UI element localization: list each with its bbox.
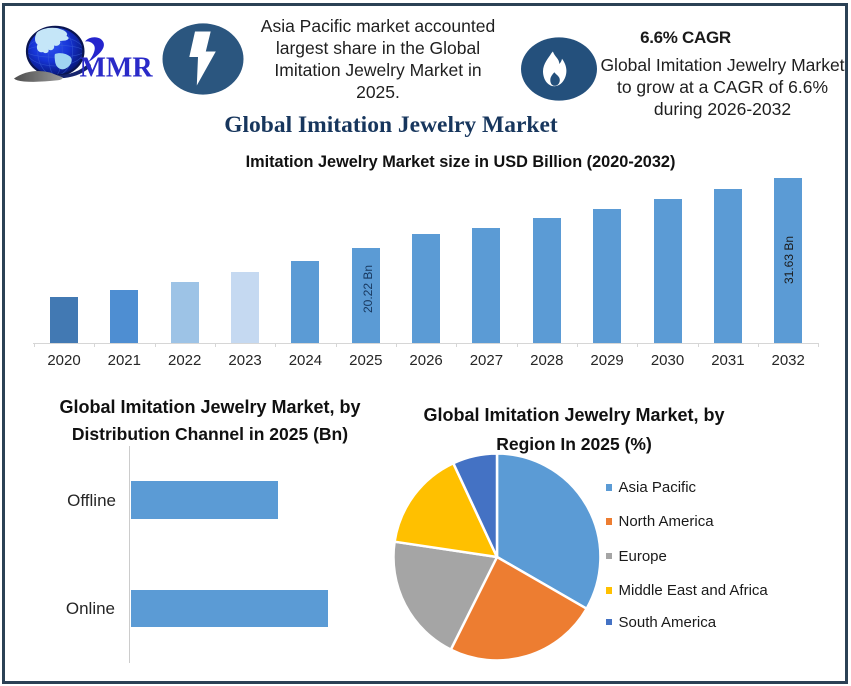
svg-text:MMR: MMR: [80, 53, 154, 84]
